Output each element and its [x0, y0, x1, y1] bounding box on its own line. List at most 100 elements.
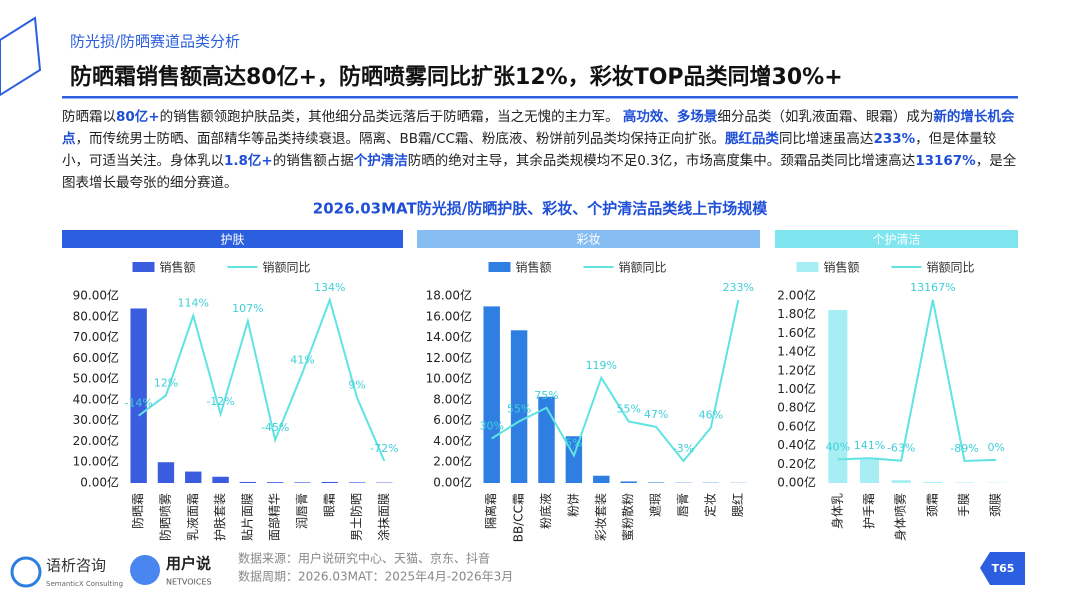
y-tick-label: 0.40亿 — [777, 437, 816, 452]
highlight-text: 腮红品类 — [724, 131, 779, 147]
y-tick-label: 0.80亿 — [777, 400, 816, 415]
x-tick-label: 腮红 — [730, 493, 745, 517]
x-tick-label: 面部精华 — [267, 493, 282, 541]
growth-label: -63% — [887, 442, 915, 455]
x-tick-label: 贴片面膜 — [240, 493, 254, 541]
x-tick-label: 身体喷雾 — [893, 493, 908, 541]
y-tick-label: 10.00亿 — [426, 371, 472, 386]
x-tick-label: 彩妆套装 — [594, 493, 608, 541]
corner-deco — [0, 16, 42, 97]
growth-label: -72% — [370, 442, 398, 455]
x-tick-label: BB/CC霜 — [512, 493, 526, 542]
bar — [620, 481, 637, 483]
x-tick-label: 润唇膏 — [294, 493, 309, 529]
growth-label: 12% — [154, 376, 178, 389]
y-tick-label: 0.60亿 — [777, 418, 816, 433]
highlight-text: 80亿+ — [116, 109, 160, 125]
x-tick-label: 手膜 — [957, 493, 971, 517]
page-badge — [980, 552, 1025, 585]
legend-label: 销额同比 — [263, 261, 311, 275]
highlight-text: 13167% — [915, 153, 976, 169]
growth-label: 46% — [699, 409, 723, 422]
growth-label: 41% — [290, 354, 314, 367]
growth-line — [138, 296, 386, 462]
page-number: T65 — [992, 562, 1015, 575]
bar — [130, 308, 147, 483]
body-text: 防晒的绝对主导，其余品类规模均不足0.3亿，市场高度集中。颈霜品类同比增速高达 — [407, 153, 916, 169]
panel-title: 护肤 — [220, 232, 244, 247]
x-tick-label: 颈膜 — [989, 493, 1003, 517]
bar — [294, 482, 311, 483]
growth-label: 75% — [534, 389, 558, 402]
y-tick-label: 1.60亿 — [777, 325, 816, 340]
section-label: 防光损/防晒赛道品类分析 — [70, 33, 240, 51]
body-text: ，但是体量较小，可适当关注。身体乳以 — [62, 131, 997, 169]
bar — [923, 482, 943, 483]
bar — [266, 482, 284, 483]
growth-label: 9% — [348, 379, 365, 392]
highlight-text: 高功效、多场景 — [622, 109, 718, 125]
bar — [239, 481, 257, 483]
bar — [321, 481, 338, 483]
y-tick-label: 14.00亿 — [426, 329, 472, 344]
growth-label: 47% — [644, 408, 668, 421]
legend-swatch — [796, 262, 819, 272]
growth-label: 107% — [232, 302, 263, 315]
summary-text: 防晒霜以80亿+的销售额领跑护肤品类，其他细分品类远落后于防晒霜，当之无愧的主力… — [62, 106, 1022, 194]
growth-label: 55% — [507, 402, 531, 415]
legend-swatch — [488, 262, 511, 272]
x-tick-label: 乳液面霜 — [185, 493, 200, 541]
growth-label: 233% — [723, 281, 754, 294]
bar — [538, 396, 555, 483]
growth-label: 119% — [586, 359, 617, 372]
bar — [157, 462, 175, 483]
highlight-text: 个护清洁 — [353, 153, 408, 169]
y-tick-label: 2.00亿 — [777, 288, 816, 303]
y-tick-label: 1.00亿 — [777, 381, 816, 396]
bar — [593, 475, 610, 483]
y-tick-label: 30.00亿 — [73, 412, 119, 427]
x-tick-label: 防晒喷雾 — [157, 493, 172, 541]
period-note: 数据周期：2026.03MAT：2025年4月-2026年3月 — [238, 569, 513, 584]
body-text: 的销售额占据 — [272, 153, 354, 169]
y-tick-label: 90.00亿 — [73, 288, 119, 303]
y-tick-label: 16.00亿 — [426, 308, 472, 323]
growth-label: 40% — [826, 440, 850, 453]
highlight-text: 1.8亿+ — [224, 153, 273, 169]
bar — [348, 482, 366, 483]
growth-label: -45% — [261, 421, 289, 434]
growth-label: 55% — [616, 402, 640, 415]
x-tick-label: 粉饼 — [566, 493, 580, 517]
bar — [483, 306, 500, 483]
y-tick-label: 80.00亿 — [73, 308, 119, 323]
growth-label: 0% — [987, 441, 1004, 454]
legend-swatch — [132, 262, 155, 272]
logo-1: 语析咨询 SemanticX Consulting — [10, 556, 123, 588]
y-tick-label: 60.00亿 — [73, 350, 119, 365]
growth-label: -14% — [124, 397, 152, 410]
chart-title: 2026.03MAT防光损/防晒护肤、彩妆、个护清洁品类线上市场规模 — [313, 200, 768, 218]
legend-label: 销额同比 — [927, 261, 975, 275]
body-text: 防晒霜以 — [62, 109, 116, 125]
legend-label: 销售额 — [824, 260, 860, 275]
panel-title: 个护清洁 — [872, 233, 920, 247]
logo-sub: NETVOICES — [166, 578, 212, 587]
growth-label: -3% — [673, 442, 694, 455]
y-tick-label: 1.80亿 — [777, 306, 816, 321]
y-tick-label: 0.00亿 — [433, 475, 472, 490]
panel-title: 彩妆 — [576, 233, 600, 247]
bar — [185, 471, 202, 483]
highlight-text: 新的增长机会点 — [62, 109, 1015, 147]
bar — [647, 482, 665, 483]
panel-header — [417, 230, 760, 248]
x-tick-label: 颈霜 — [925, 493, 939, 517]
growth-line — [837, 299, 997, 463]
y-tick-label: 18.00亿 — [426, 288, 472, 303]
y-tick-label: 0.00亿 — [777, 475, 816, 490]
x-tick-label: 粉底液 — [538, 493, 553, 529]
x-tick-label: 护肤套装 — [212, 493, 227, 541]
logo-text: 语析咨询 — [46, 557, 106, 575]
panel-header — [775, 230, 1018, 248]
growth-label: 114% — [178, 297, 209, 310]
x-tick-label: 眼霜 — [322, 493, 336, 517]
